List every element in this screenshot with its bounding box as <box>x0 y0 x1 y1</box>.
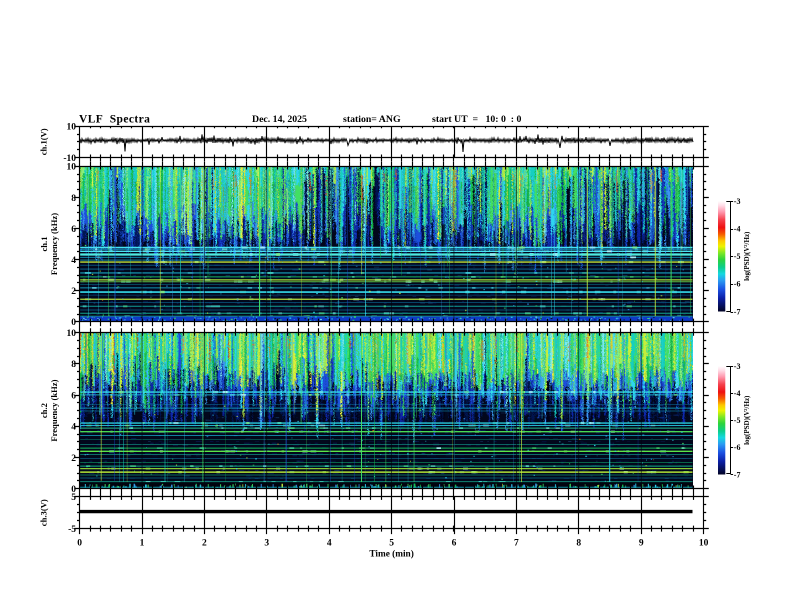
svg-text:8: 8 <box>576 539 581 549</box>
svg-text:5: 5 <box>389 539 394 549</box>
svg-text:log(PSD)(V2/Hz): log(PSD)(V2/Hz) <box>743 231 752 281</box>
svg-text:Frequency (kHz): Frequency (kHz) <box>49 379 59 441</box>
svg-text:1: 1 <box>140 539 145 549</box>
svg-text:4: 4 <box>327 539 332 549</box>
svg-text:Dec. 14, 2025: Dec. 14, 2025 <box>252 114 307 125</box>
svg-text:10: 10 <box>67 163 77 173</box>
svg-text:2: 2 <box>71 454 76 464</box>
svg-text:6: 6 <box>71 225 76 235</box>
svg-text:ch.1: ch.1 <box>39 236 49 251</box>
svg-text:3: 3 <box>264 539 269 549</box>
svg-text:-4: -4 <box>734 389 741 398</box>
svg-text:4: 4 <box>71 256 76 266</box>
svg-text:-5: -5 <box>734 252 741 261</box>
svg-text:log(PSD)(V2/Hz): log(PSD)(V2/Hz) <box>743 395 752 445</box>
svg-text:ch.1(V): ch.1(V) <box>39 128 49 155</box>
svg-text:-5: -5 <box>734 416 741 425</box>
svg-text:-5: -5 <box>68 525 76 535</box>
svg-text:10: 10 <box>67 123 77 133</box>
svg-text:VLF Spectra: VLF Spectra <box>79 113 150 125</box>
svg-text:6: 6 <box>71 391 76 401</box>
svg-text:7: 7 <box>514 539 519 549</box>
svg-text:10: 10 <box>67 329 77 339</box>
svg-text:-3: -3 <box>734 362 741 371</box>
svg-text:0: 0 <box>71 485 76 495</box>
svg-text:start UT = 10: 0 : 0: start UT = 10: 0 : 0 <box>432 114 521 125</box>
svg-text:5: 5 <box>71 493 76 503</box>
svg-text:ch.3(V): ch.3(V) <box>39 499 49 526</box>
svg-text:8: 8 <box>71 360 76 370</box>
svg-text:ch.2: ch.2 <box>39 403 49 418</box>
svg-text:2: 2 <box>202 539 207 549</box>
svg-text:6: 6 <box>452 539 457 549</box>
svg-text:-7: -7 <box>734 307 741 316</box>
svg-text:4: 4 <box>71 423 76 433</box>
svg-text:9: 9 <box>639 539 644 549</box>
svg-text:-4: -4 <box>734 224 741 233</box>
svg-text:station= ANG: station= ANG <box>343 114 401 125</box>
svg-text:10: 10 <box>699 539 709 549</box>
svg-text:-6: -6 <box>734 280 741 289</box>
svg-text:Frequency (kHz): Frequency (kHz) <box>49 213 59 275</box>
svg-text:-3: -3 <box>734 197 741 206</box>
svg-text:-7: -7 <box>734 470 741 479</box>
svg-text:8: 8 <box>71 194 76 204</box>
svg-text:Time (min): Time (min) <box>369 549 414 560</box>
svg-text:-10: -10 <box>63 154 76 164</box>
svg-text:-6: -6 <box>734 443 741 452</box>
svg-text:0: 0 <box>77 539 82 549</box>
svg-text:0: 0 <box>71 318 76 328</box>
svg-text:2: 2 <box>71 287 76 297</box>
